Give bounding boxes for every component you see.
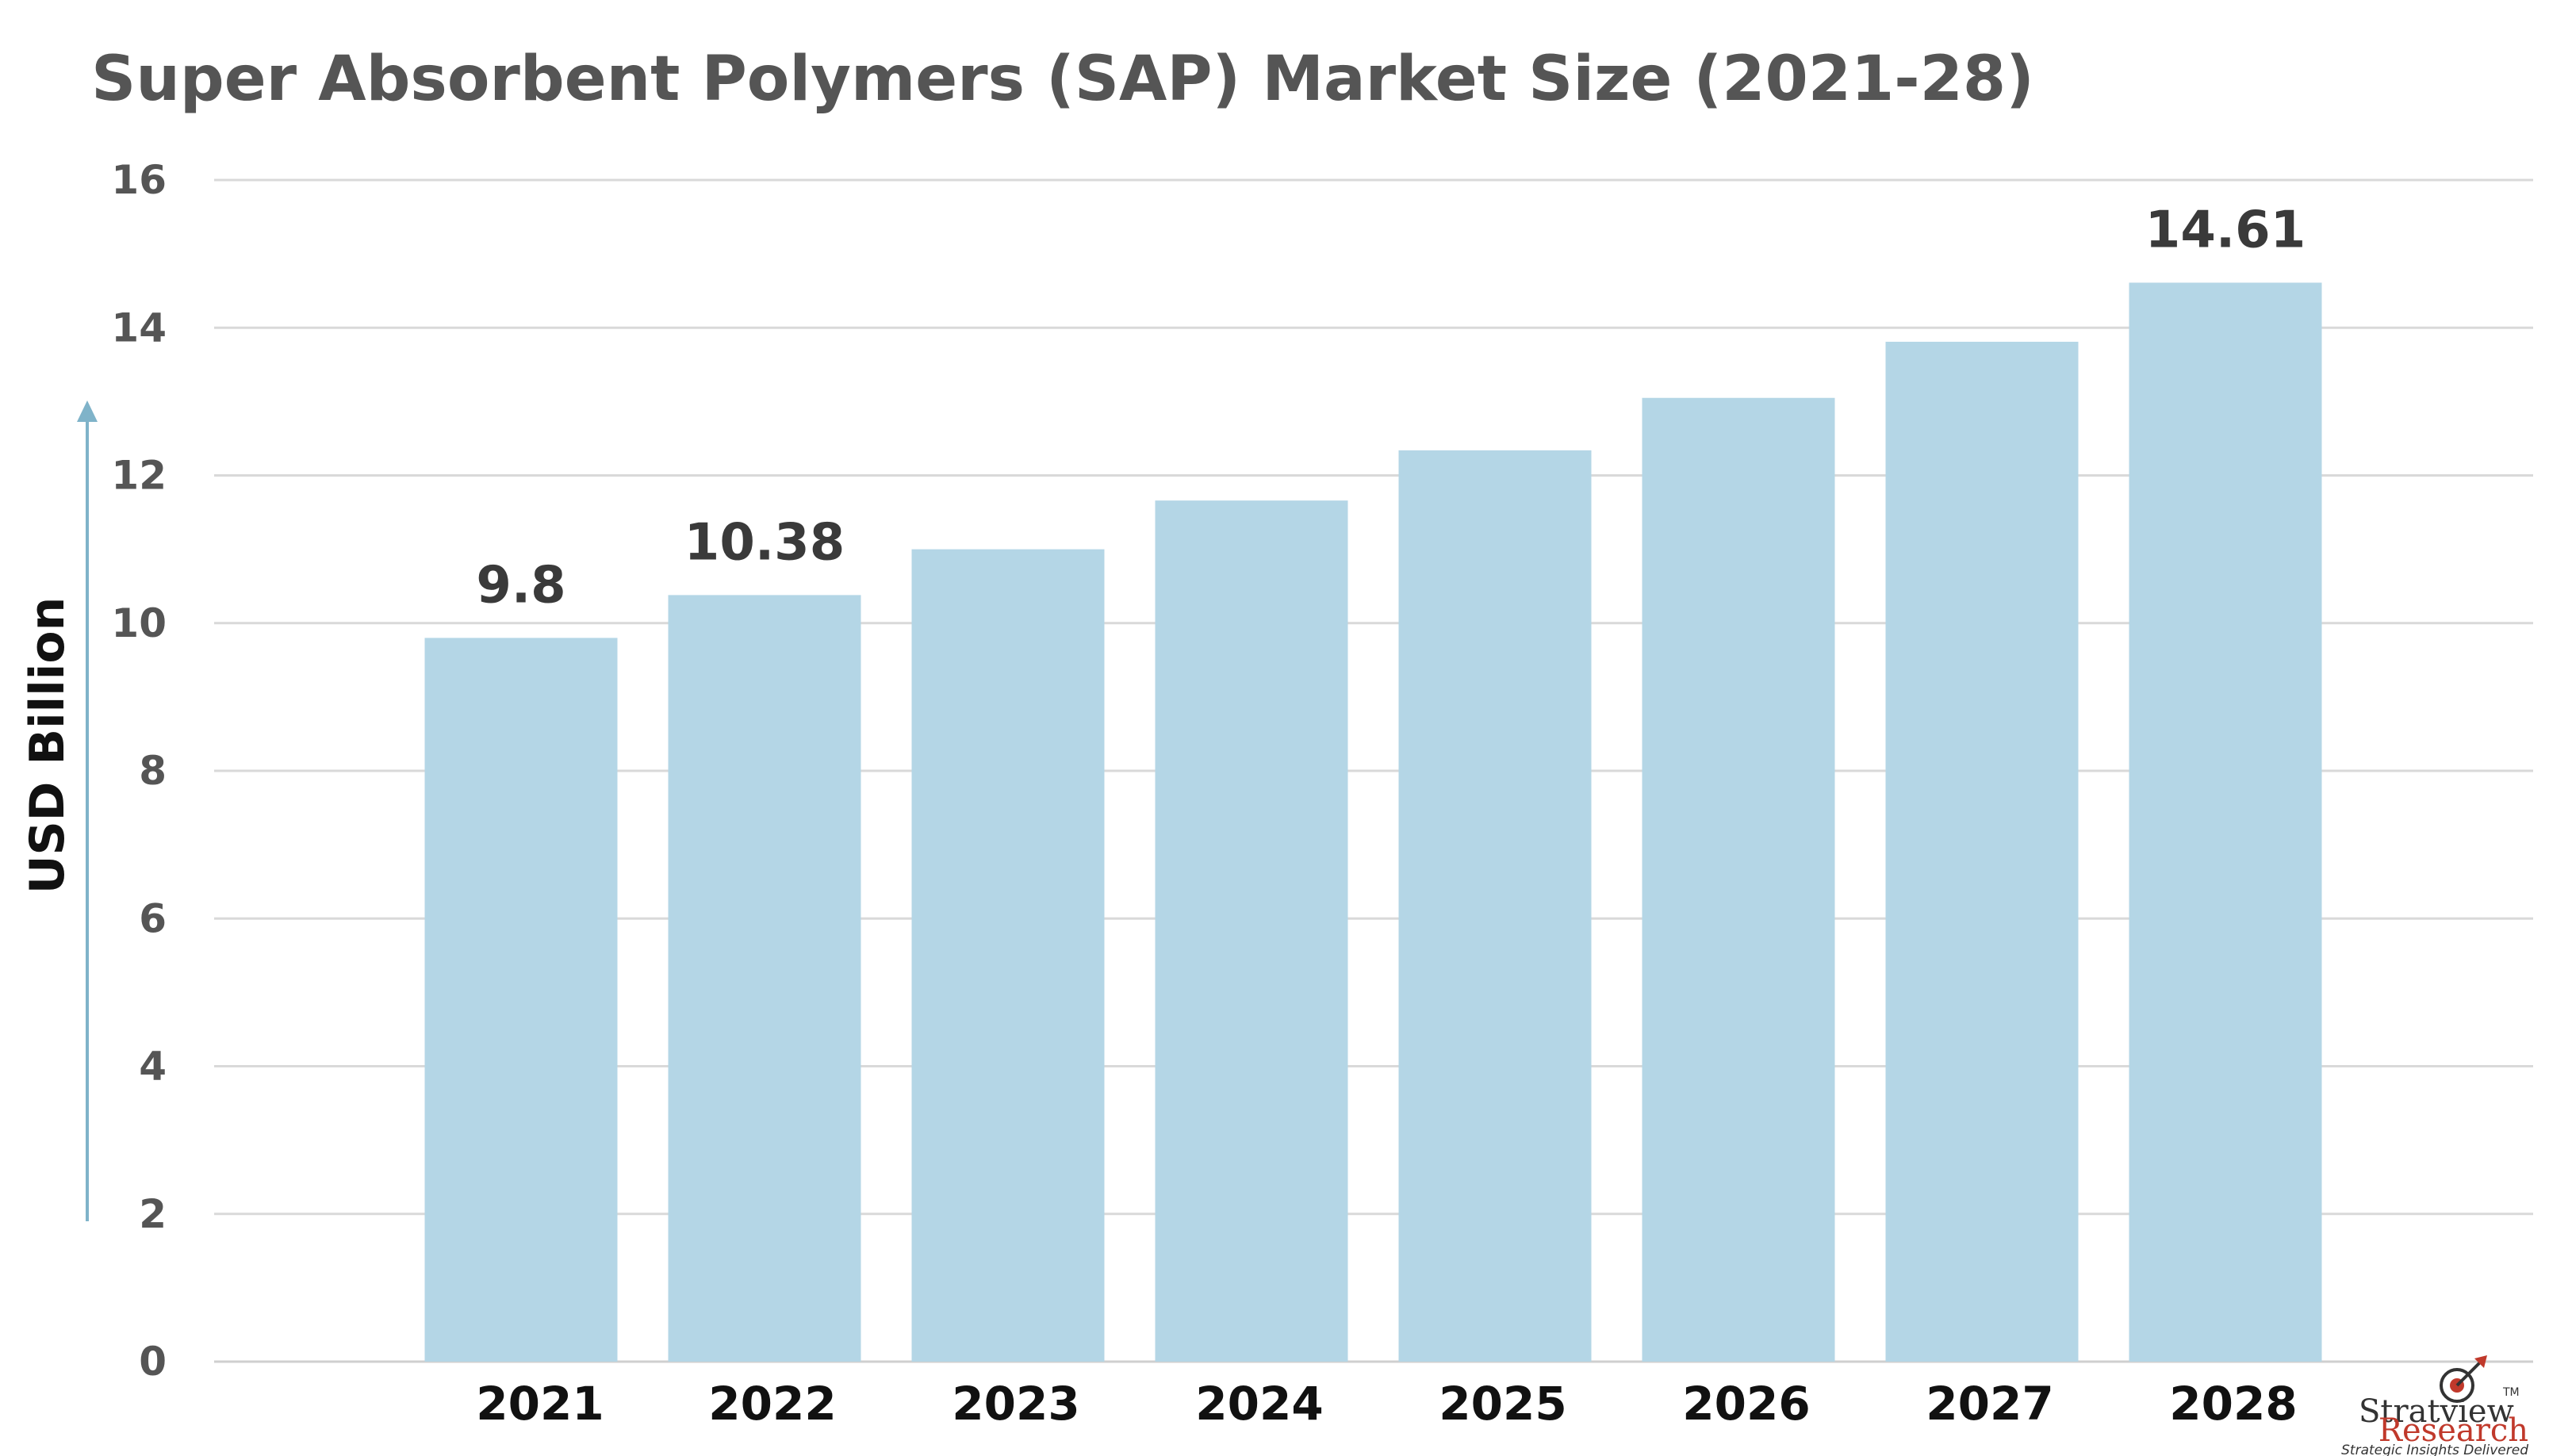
data-label: 10.38 <box>684 513 845 572</box>
logo-tagline: Strategic Insights Delivered <box>2341 1443 2528 1456</box>
y-tick-label: 4 <box>139 1044 167 1090</box>
chart-title: Super Absorbent Polymers (SAP) Market Si… <box>91 44 2034 115</box>
x-tick-label: 2027 <box>1926 1377 2053 1431</box>
y-axis-arrow-head <box>77 400 98 422</box>
bar <box>1398 450 1592 1362</box>
y-tick-label: 8 <box>139 748 167 794</box>
y-tick-label: 0 <box>139 1339 167 1385</box>
bar <box>911 549 1105 1362</box>
logo-tm: TM <box>2502 1386 2520 1399</box>
data-label: 9.8 <box>476 556 565 615</box>
bar <box>2129 282 2322 1362</box>
y-tick-label: 10 <box>111 600 167 646</box>
data-label: 14.61 <box>2145 201 2306 259</box>
y-tick-label: 6 <box>139 895 167 941</box>
y-axis-ticks: 0 2 4 6 8 10 12 14 16 <box>111 157 167 1385</box>
target-icon <box>2440 1355 2487 1403</box>
bar <box>1642 397 1835 1362</box>
x-tick-label: 2022 <box>708 1377 836 1431</box>
logo-name-line1: Stratview <box>2359 1393 2514 1430</box>
y-axis-label: USD Billion <box>20 597 75 895</box>
data-labels: 9.8 10.38 14.61 <box>476 201 2306 615</box>
logo-name-line2: Research <box>2378 1412 2528 1449</box>
x-tick-label: 2026 <box>1682 1377 1810 1431</box>
bar <box>1155 500 1348 1362</box>
y-tick-label: 12 <box>111 453 167 499</box>
bars <box>424 282 2322 1362</box>
y-tick-label: 2 <box>139 1191 167 1237</box>
bar <box>424 638 618 1362</box>
x-axis-ticks: 2021 2022 2023 2024 2025 2026 2027 2028 <box>476 1377 2297 1431</box>
y-tick-label: 16 <box>111 157 167 203</box>
x-tick-label: 2024 <box>1195 1377 1323 1431</box>
x-tick-label: 2028 <box>2169 1377 2297 1431</box>
bar <box>1885 341 2079 1362</box>
stratview-logo: Stratview TM Research Strategic Insights… <box>2341 1355 2528 1456</box>
bar <box>668 595 861 1362</box>
y-tick-label: 14 <box>111 305 167 351</box>
y-axis-arrow <box>77 400 98 1221</box>
x-tick-label: 2025 <box>1439 1377 1566 1431</box>
x-tick-label: 2021 <box>476 1377 604 1431</box>
x-tick-label: 2023 <box>952 1377 1079 1431</box>
